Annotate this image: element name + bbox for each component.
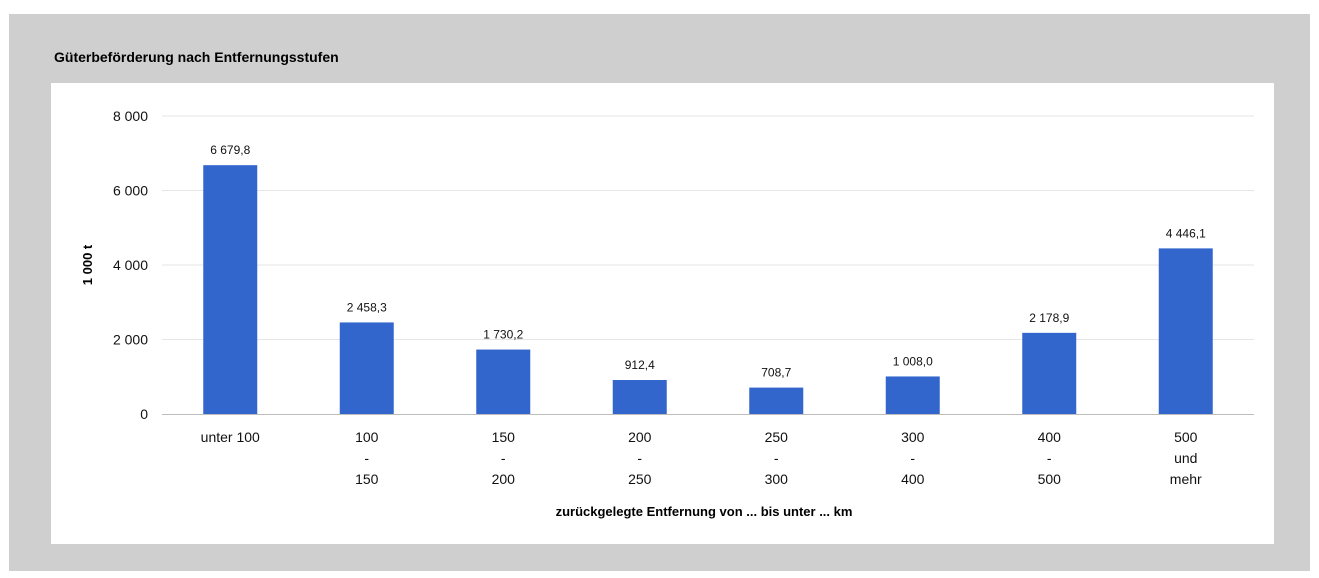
x-tick-label-line: 150 [492, 429, 516, 445]
y-axis-label: 1 000 t [80, 244, 95, 285]
x-tick-label-line: und [1174, 450, 1197, 466]
gridlines [162, 115, 1254, 340]
x-tick-label: 250 - 300 [765, 429, 789, 487]
value-labels: 6 679,8 2 458,3 1 730,2 912,4 708,7 1 008,0 2 … [210, 143, 1206, 379]
x-tick-label-line: - [637, 450, 642, 466]
x-tick-label-line: unter 100 [201, 429, 260, 445]
x-tick-label-line: mehr [1170, 471, 1202, 487]
bar [1022, 332, 1077, 414]
x-tick-label-line: - [774, 450, 779, 466]
y-tick-label: 2 000 [113, 332, 148, 348]
bar [612, 380, 667, 414]
x-tick-label-line: 200 [628, 429, 652, 445]
x-tick-label: 400 - 500 [1038, 429, 1062, 487]
y-axis-ticks: 0 2 000 4 000 6 000 8 000 [113, 108, 148, 422]
y-tick-label: 6 000 [113, 183, 148, 199]
x-tick-label-line: 100 [355, 429, 379, 445]
x-tick-label-line: 300 [765, 471, 789, 487]
x-tick-label: 200 - 250 [628, 429, 652, 487]
x-tick-label-line: 250 [628, 471, 652, 487]
bar [1158, 248, 1213, 414]
bar [203, 165, 258, 414]
x-tick-label-line: 500 [1174, 429, 1198, 445]
x-tick-label-line: 500 [1038, 471, 1062, 487]
bar-value-label: 1 730,2 [483, 328, 523, 342]
bar [476, 349, 531, 414]
x-tick-label-line: 400 [1038, 429, 1062, 445]
x-tick-label: 300 - 400 [901, 429, 925, 487]
bar [339, 322, 394, 414]
x-tick-label-line: 400 [901, 471, 925, 487]
bar-value-label: 2 178,9 [1029, 311, 1069, 325]
x-tick-label-line: 300 [901, 429, 925, 445]
x-tick-label: 500 und mehr [1170, 429, 1202, 487]
bar [749, 387, 804, 414]
bar-value-label: 4 446,1 [1166, 226, 1206, 240]
y-tick-label: 8 000 [113, 108, 148, 124]
bar-value-label: 6 679,8 [210, 143, 250, 157]
bar [885, 376, 940, 414]
x-tick-label-line: 250 [765, 429, 789, 445]
x-tick-label-line: - [364, 450, 369, 466]
x-axis-label: zurückgelegte Entfernung von ... bis unt… [556, 504, 853, 519]
x-tick-label-line: 200 [492, 471, 516, 487]
x-tick-label: 100 - 150 [355, 429, 379, 487]
x-tick-label-line: - [1047, 450, 1052, 466]
x-tick-label: unter 100 [201, 429, 260, 445]
x-tick-label: 150 - 200 [492, 429, 516, 487]
y-tick-label: 0 [140, 406, 148, 422]
bars [203, 165, 1213, 414]
bar-value-label: 912,4 [625, 358, 655, 372]
x-tick-label-line: 150 [355, 471, 379, 487]
bar-value-label: 1 008,0 [893, 354, 933, 368]
bar-value-label: 2 458,3 [347, 300, 387, 314]
x-tick-label-line: - [910, 450, 915, 466]
chart-title: Güterbeförderung nach Entfernungsstufen [54, 49, 339, 65]
y-tick-label: 4 000 [113, 257, 148, 273]
bar-value-label: 708,7 [761, 366, 791, 380]
x-tick-label-line: - [501, 450, 506, 466]
